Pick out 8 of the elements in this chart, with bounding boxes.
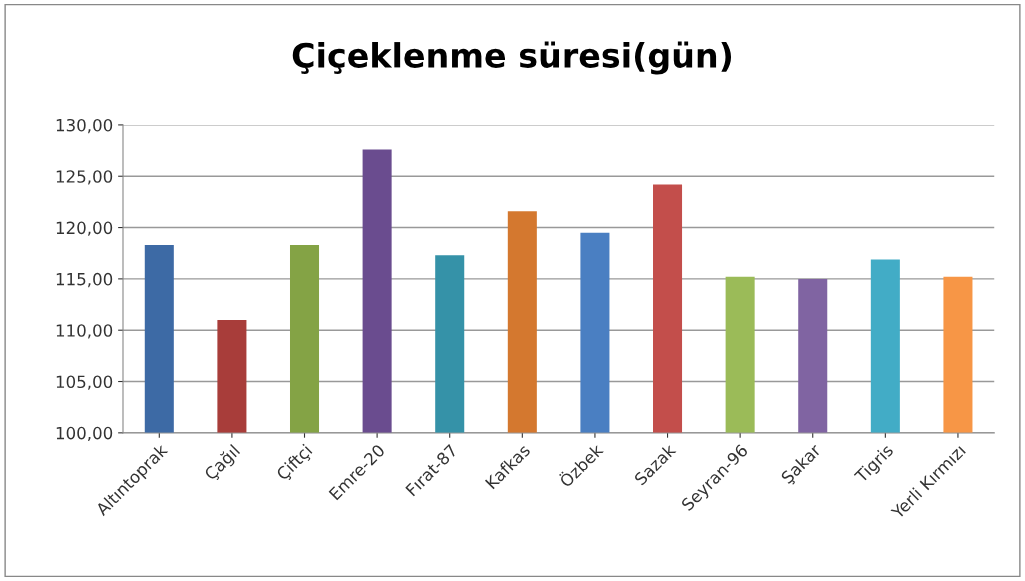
y-tick-label: 125,00 bbox=[56, 170, 113, 185]
y-tick-label: 110,00 bbox=[56, 324, 113, 339]
chart-title: Çiçeklenme süresi(gün) bbox=[292, 41, 732, 75]
y-tick-label: 120,00 bbox=[56, 221, 113, 236]
y-tick-label: 115,00 bbox=[56, 272, 113, 288]
y-tick-label: 105,00 bbox=[56, 375, 113, 390]
y-tick-label: 100,00 bbox=[56, 426, 113, 442]
y-tick-label: 130,00 bbox=[56, 118, 113, 134]
